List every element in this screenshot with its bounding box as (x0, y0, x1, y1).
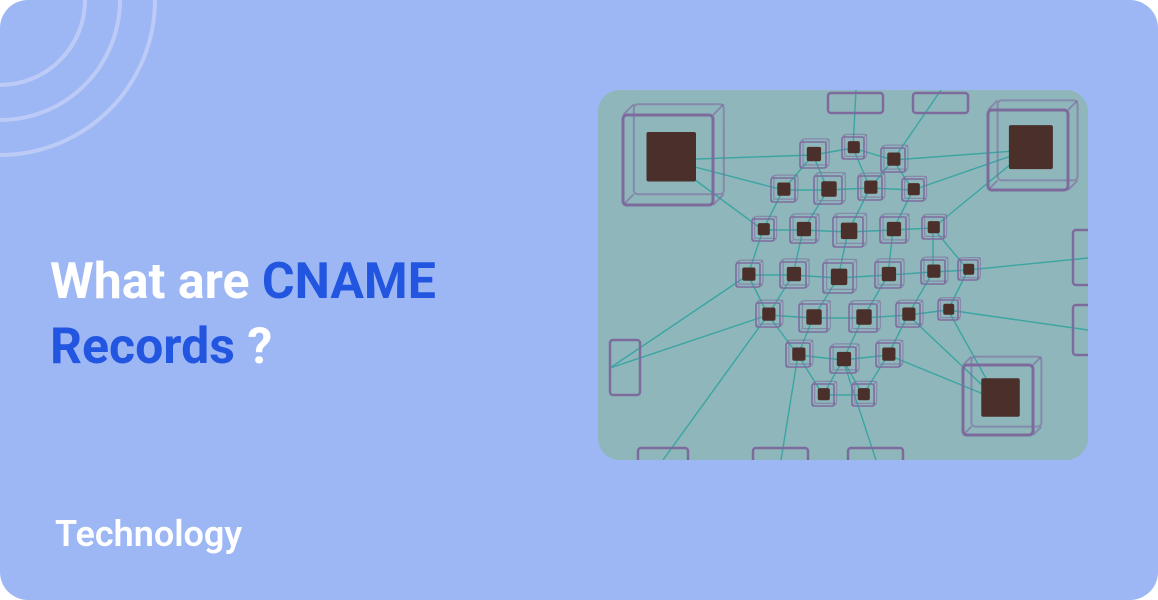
decorative-arcs (0, 0, 280, 280)
title-block: What are CNAME Records ? (50, 250, 570, 380)
network-illustration (598, 90, 1088, 460)
article-title: What are CNAME Records ? (50, 250, 570, 380)
title-prefix: What are (50, 253, 262, 311)
category-label: Technology (55, 513, 242, 555)
article-card: What are CNAME Records ? Technology (0, 0, 1158, 600)
title-suffix: ? (235, 318, 272, 376)
